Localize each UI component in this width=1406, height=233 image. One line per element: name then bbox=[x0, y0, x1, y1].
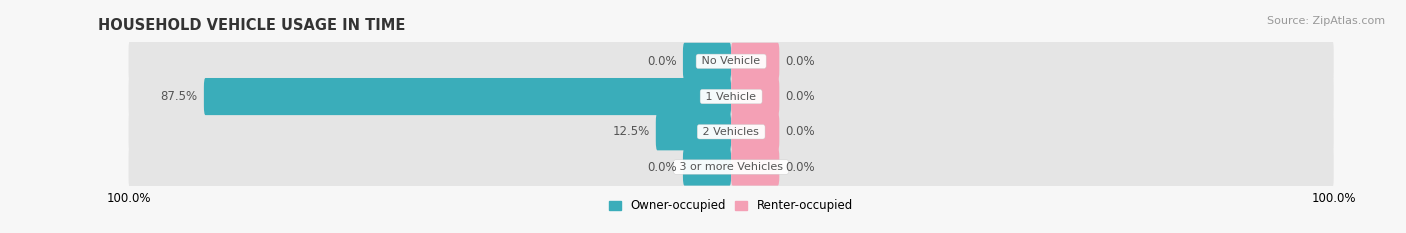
Text: 2 Vehicles: 2 Vehicles bbox=[699, 127, 763, 137]
FancyBboxPatch shape bbox=[683, 148, 731, 186]
Text: 0.0%: 0.0% bbox=[647, 161, 676, 174]
Text: 0.0%: 0.0% bbox=[786, 90, 815, 103]
Text: Source: ZipAtlas.com: Source: ZipAtlas.com bbox=[1267, 16, 1385, 26]
FancyBboxPatch shape bbox=[655, 113, 731, 150]
Text: 0.0%: 0.0% bbox=[786, 161, 815, 174]
Text: HOUSEHOLD VEHICLE USAGE IN TIME: HOUSEHOLD VEHICLE USAGE IN TIME bbox=[98, 18, 406, 33]
FancyBboxPatch shape bbox=[731, 113, 779, 150]
Text: 1 Vehicle: 1 Vehicle bbox=[703, 92, 759, 102]
FancyBboxPatch shape bbox=[128, 39, 1334, 83]
Text: 12.5%: 12.5% bbox=[613, 125, 650, 138]
FancyBboxPatch shape bbox=[128, 75, 1334, 118]
Text: 0.0%: 0.0% bbox=[786, 125, 815, 138]
Text: 3 or more Vehicles: 3 or more Vehicles bbox=[676, 162, 786, 172]
FancyBboxPatch shape bbox=[204, 78, 731, 115]
FancyBboxPatch shape bbox=[128, 110, 1334, 154]
Legend: Owner-occupied, Renter-occupied: Owner-occupied, Renter-occupied bbox=[609, 199, 853, 212]
FancyBboxPatch shape bbox=[731, 78, 779, 115]
Text: 0.0%: 0.0% bbox=[647, 55, 676, 68]
FancyBboxPatch shape bbox=[731, 43, 779, 80]
FancyBboxPatch shape bbox=[683, 43, 731, 80]
Text: 0.0%: 0.0% bbox=[786, 55, 815, 68]
Text: 87.5%: 87.5% bbox=[160, 90, 198, 103]
FancyBboxPatch shape bbox=[128, 145, 1334, 189]
FancyBboxPatch shape bbox=[731, 148, 779, 186]
Text: No Vehicle: No Vehicle bbox=[699, 56, 763, 66]
